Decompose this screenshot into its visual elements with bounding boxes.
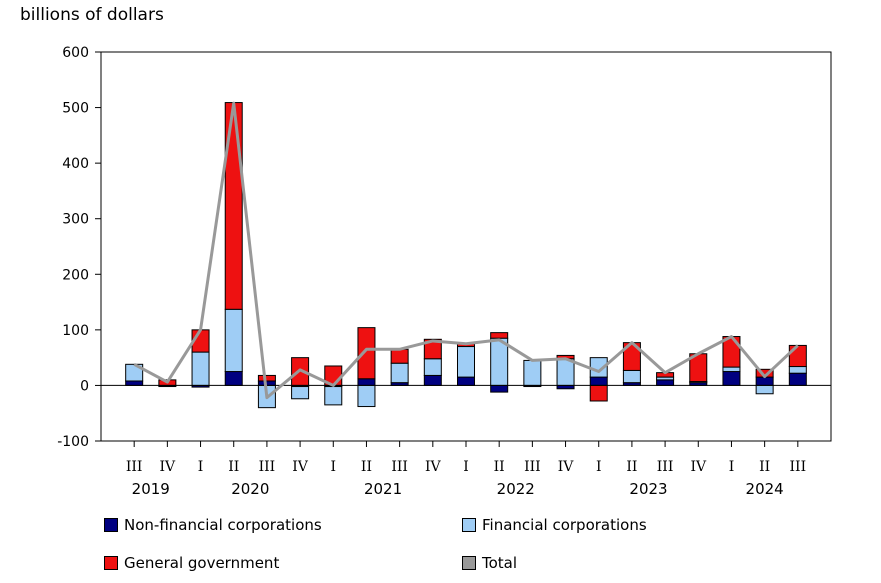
bar-segment: [125, 380, 144, 386]
bar-segment: [788, 372, 807, 386]
y-tick-label: 100: [62, 323, 89, 339]
legend-label-total: Total: [482, 554, 518, 572]
legend-label-financial: Financial corporations: [482, 516, 647, 534]
bar-segment: [490, 332, 509, 339]
bar-segment: [722, 366, 741, 373]
bar-segment: [357, 384, 376, 408]
x-tick-label: III: [391, 459, 408, 475]
bar-segment: [357, 327, 376, 380]
bar-segment: [556, 358, 575, 386]
y-tick-label: 0: [80, 378, 89, 394]
year-label: 2023: [629, 480, 667, 498]
legend-swatch-general-government: [104, 556, 118, 570]
bar-segment: [191, 351, 210, 386]
bar-segment: [523, 359, 542, 386]
legend-item-non-financial: Non-financial corporations: [104, 516, 322, 534]
bar-segment: [423, 358, 442, 376]
bar-segment: [788, 344, 807, 368]
year-label: 2022: [497, 480, 535, 498]
x-tick-label: IV: [425, 459, 442, 475]
year-label: 2019: [132, 480, 170, 498]
x-tick-label: II: [361, 459, 372, 475]
x-tick-label: III: [259, 459, 276, 475]
x-tick-label: II: [228, 459, 239, 475]
bar-segment: [390, 348, 409, 364]
y-axis-label: billions of dollars: [20, 5, 164, 25]
legend-item-general-government: General government: [104, 554, 279, 572]
x-tick-label: IV: [558, 459, 575, 475]
y-tick-label: 500: [62, 101, 89, 117]
bar-segment: [457, 346, 475, 378]
x-tick-label: III: [790, 459, 807, 475]
x-tick-label: I: [198, 459, 204, 475]
x-tick-label: III: [126, 459, 143, 475]
bar-segment: [755, 376, 774, 386]
x-tick-label: IV: [292, 459, 309, 475]
bar-segment: [224, 308, 243, 373]
bar-segment: [357, 378, 376, 386]
x-tick-label: I: [729, 459, 735, 475]
bar-segment: [423, 338, 442, 360]
legend-swatch-financial: [462, 518, 476, 532]
bar-segment: [589, 384, 608, 402]
legend-swatch-non-financial: [104, 518, 118, 532]
legend-item-total: Total: [462, 554, 517, 572]
year-label: 2024: [746, 480, 784, 498]
year-label: 2021: [364, 480, 402, 498]
y-tick-label: 200: [62, 267, 89, 283]
legend-item-financial: Financial corporations: [462, 516, 647, 534]
bar-segment: [257, 374, 276, 382]
x-tick-label: II: [494, 459, 505, 475]
bar-segment: [788, 366, 807, 374]
y-tick-label: 400: [62, 156, 89, 172]
bar-segment: [457, 376, 475, 386]
bar-segment: [622, 369, 641, 384]
bar-segment: [224, 371, 243, 386]
bar-segment: [656, 379, 675, 386]
x-tick-label: II: [626, 459, 637, 475]
x-tick-label: IV: [690, 459, 707, 475]
bar-segment: [291, 386, 310, 400]
total-line: [133, 101, 799, 400]
x-tick-label: I: [331, 459, 337, 475]
y-tick-label: 600: [62, 45, 89, 61]
x-tick-label: III: [524, 459, 541, 475]
bar-segment: [490, 384, 509, 393]
y-tick-label: -100: [57, 434, 89, 450]
bar-segment: [722, 371, 741, 386]
bar-segment: [324, 386, 343, 406]
x-tick-label: IV: [160, 459, 177, 475]
year-label: 2020: [231, 480, 269, 498]
x-tick-label: III: [657, 459, 674, 475]
x-tick-label: I: [463, 459, 469, 475]
bar-segment: [755, 384, 774, 395]
bar-segment: [556, 384, 575, 390]
x-tick-label: I: [596, 459, 602, 475]
bar-segment: [390, 362, 409, 384]
y-tick-label: 300: [62, 212, 89, 228]
bar-segment: [423, 374, 442, 386]
x-tick-label: II: [759, 459, 770, 475]
legend-label-non-financial: Non-financial corporations: [124, 516, 322, 534]
legend-swatch-total: [462, 556, 476, 570]
bar-segment: [589, 376, 608, 386]
legend-label-general-government: General government: [124, 554, 280, 572]
